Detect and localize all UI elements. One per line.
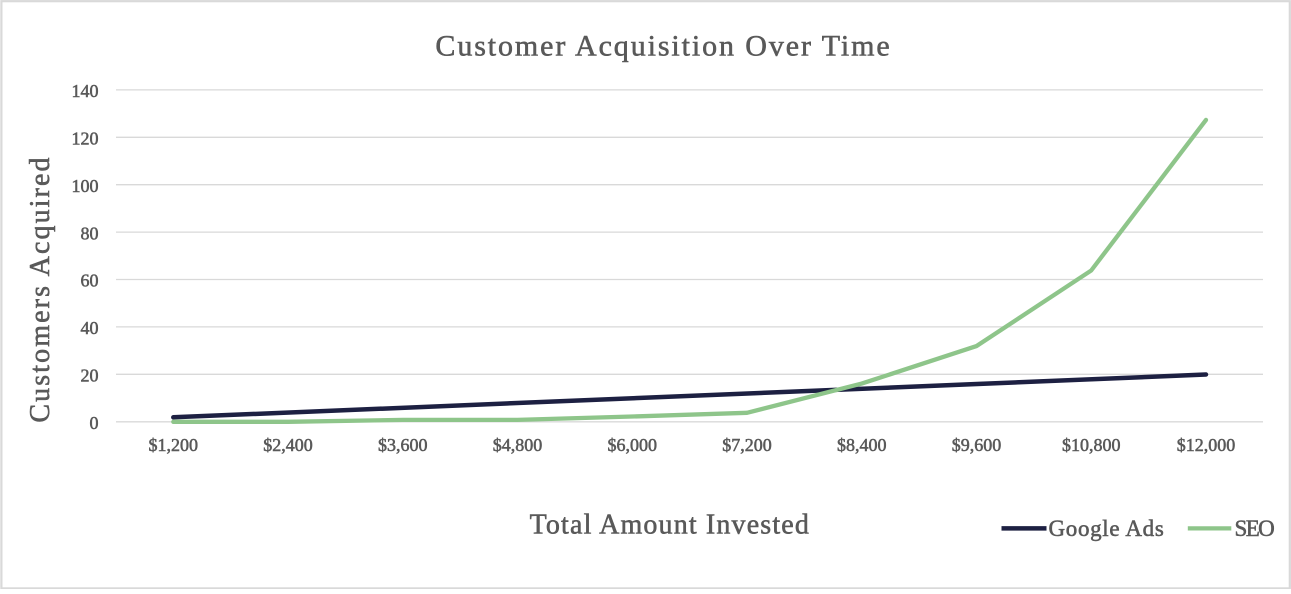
svg-text:Google Ads: Google Ads xyxy=(1049,516,1165,541)
svg-text:Customers Acquired: Customers Acquired xyxy=(25,155,56,422)
svg-text:Customer Acquisition Over Time: Customer Acquisition Over Time xyxy=(435,30,891,63)
svg-text:20: 20 xyxy=(81,366,99,386)
svg-text:$6,000: $6,000 xyxy=(608,435,658,455)
svg-text:60: 60 xyxy=(81,271,99,291)
svg-text:$7,200: $7,200 xyxy=(722,435,772,455)
svg-text:$8,400: $8,400 xyxy=(837,435,887,455)
svg-text:$1,200: $1,200 xyxy=(149,435,199,455)
svg-text:$2,400: $2,400 xyxy=(263,435,313,455)
svg-text:80: 80 xyxy=(81,223,99,243)
svg-text:$3,600: $3,600 xyxy=(378,435,428,455)
svg-text:$9,600: $9,600 xyxy=(952,435,1002,455)
svg-text:Total Amount Invested: Total Amount Invested xyxy=(530,509,810,540)
svg-text:40: 40 xyxy=(81,318,99,338)
svg-text:$10,800: $10,800 xyxy=(1062,435,1121,455)
svg-text:$4,800: $4,800 xyxy=(493,435,543,455)
svg-text:0: 0 xyxy=(90,413,99,433)
svg-text:120: 120 xyxy=(72,129,99,149)
svg-text:SEO: SEO xyxy=(1235,516,1275,541)
svg-text:140: 140 xyxy=(72,81,99,101)
svg-text:$12,000: $12,000 xyxy=(1177,435,1236,455)
svg-text:100: 100 xyxy=(72,176,99,196)
